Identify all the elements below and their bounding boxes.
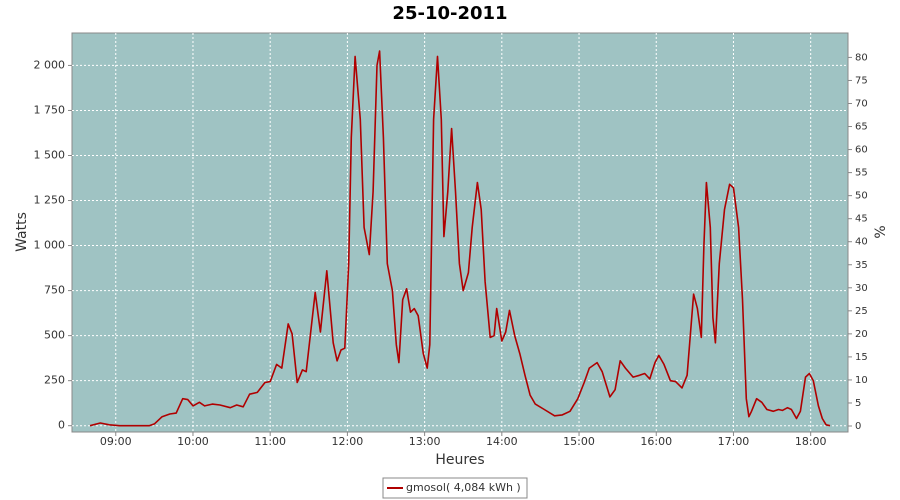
y-axis-title: Watts <box>14 212 30 252</box>
y2-tick-label: 45 <box>855 214 868 225</box>
y-tick-label: 0 <box>58 419 65 432</box>
x-tick-label: 13:00 <box>409 435 441 448</box>
x-axis-title: Heures <box>435 452 484 468</box>
y-tick-label: 1 500 <box>34 148 66 161</box>
y-tick-label: 500 <box>44 329 65 342</box>
y2-tick-label: 20 <box>855 329 868 340</box>
x-tick-label: 10:00 <box>177 435 209 448</box>
y2-tick-label: 30 <box>855 283 868 294</box>
y-tick-label: 1 000 <box>34 239 66 252</box>
x-tick-label: 15:00 <box>563 435 595 448</box>
x-tick-label: 09:00 <box>100 435 132 448</box>
legend-box <box>382 477 528 499</box>
x-tick-label: 14:00 <box>486 435 518 448</box>
y-tick-label: 1 250 <box>34 194 66 207</box>
y-tick-label: 750 <box>44 284 65 297</box>
y2-tick-label: 65 <box>855 122 868 133</box>
x-tick-label: 16:00 <box>640 435 672 448</box>
y-tick-label: 250 <box>44 374 65 387</box>
x-tick-label: 12:00 <box>332 435 364 448</box>
y2-tick-label: 0 <box>855 421 861 432</box>
y2-tick-label: 5 <box>855 398 861 409</box>
y2-tick-label: 80 <box>855 52 868 63</box>
y2-tick-label: 25 <box>855 306 868 317</box>
x-tick-label: 17:00 <box>718 435 750 448</box>
y2-tick-label: 10 <box>855 375 868 386</box>
y2-tick-label: 40 <box>855 237 868 248</box>
plot-area <box>71 32 849 433</box>
chart-title: 25-10-2011 <box>392 3 507 24</box>
legend-label: gmosol( 4,084 kWh ) <box>406 481 521 494</box>
y2-tick-label: 70 <box>855 98 868 109</box>
y2-axis-title: % <box>873 225 889 238</box>
y-tick-label: 2 000 <box>34 58 66 71</box>
data-line <box>89 50 831 427</box>
y2-tick-label: 35 <box>855 260 868 271</box>
y2-tick-label: 15 <box>855 352 868 363</box>
y2-tick-label: 55 <box>855 168 868 179</box>
x-tick-label: 11:00 <box>254 435 286 448</box>
y-tick-label: 1 750 <box>34 103 66 116</box>
y2-tick-label: 75 <box>855 75 868 86</box>
y2-tick-label: 60 <box>855 145 868 156</box>
x-tick-label: 18:00 <box>795 435 827 448</box>
y2-tick-label: 50 <box>855 191 868 202</box>
